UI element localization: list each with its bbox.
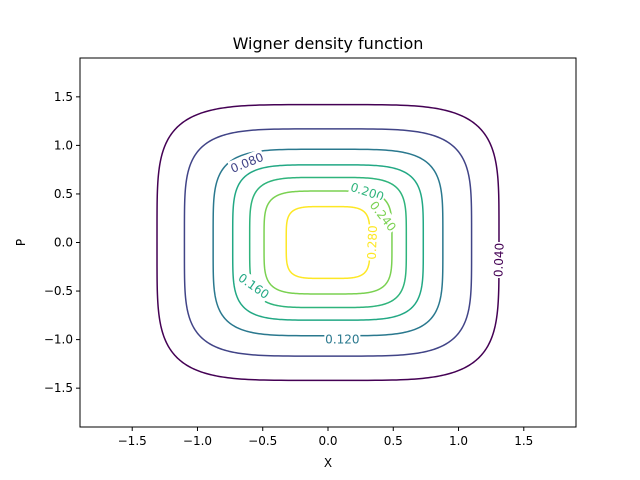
contour-label-gap [234, 269, 273, 304]
x-tick-label: 0.0 [318, 434, 337, 448]
contour-label: 0.280 [365, 225, 380, 260]
y-axis-label: P [14, 239, 28, 246]
contour-label-gap [227, 148, 267, 178]
contour-label-gap [365, 197, 401, 236]
y-tick-label: −0.5 [44, 284, 73, 298]
contour-label-gap [490, 241, 508, 279]
contour-line-0.080 [183, 128, 473, 357]
contour-line-0.280 [285, 205, 371, 280]
x-tick-label: −1.0 [183, 434, 212, 448]
x-tick-label: 1.0 [449, 434, 468, 448]
contour-line-0.040 [156, 103, 500, 382]
contour-line-0.200 [248, 176, 408, 309]
contour-label: 0.040 [491, 243, 506, 278]
contour-label-gap [324, 331, 361, 348]
y-tick-label: −1.5 [44, 381, 73, 395]
contour-line-0.120 [212, 148, 444, 337]
x-tick-label: −0.5 [248, 434, 277, 448]
chart-title: Wigner density function [233, 34, 424, 53]
axis-ticks: −1.5 −1.0 −0.5 0.0 0.5 1.0 1.5 −1.5 −1.0 −0.5 0.0 0… [44, 90, 533, 448]
y-tick-label: 0.0 [54, 236, 73, 250]
x-tick-label: 0.5 [384, 434, 403, 448]
y-tick-label: −1.0 [44, 333, 73, 347]
x-tick-label: 1.5 [514, 434, 533, 448]
contour-label-gap [363, 224, 382, 261]
y-tick-label: 1.5 [54, 90, 73, 104]
x-tick-label: −1.5 [118, 434, 147, 448]
x-axis-label: X [324, 456, 332, 470]
contour-line-0.160 [231, 164, 425, 321]
contour-label: 0.120 [325, 333, 359, 347]
y-tick-label: 1.0 [54, 138, 73, 152]
y-tick-label: 0.5 [54, 187, 73, 201]
